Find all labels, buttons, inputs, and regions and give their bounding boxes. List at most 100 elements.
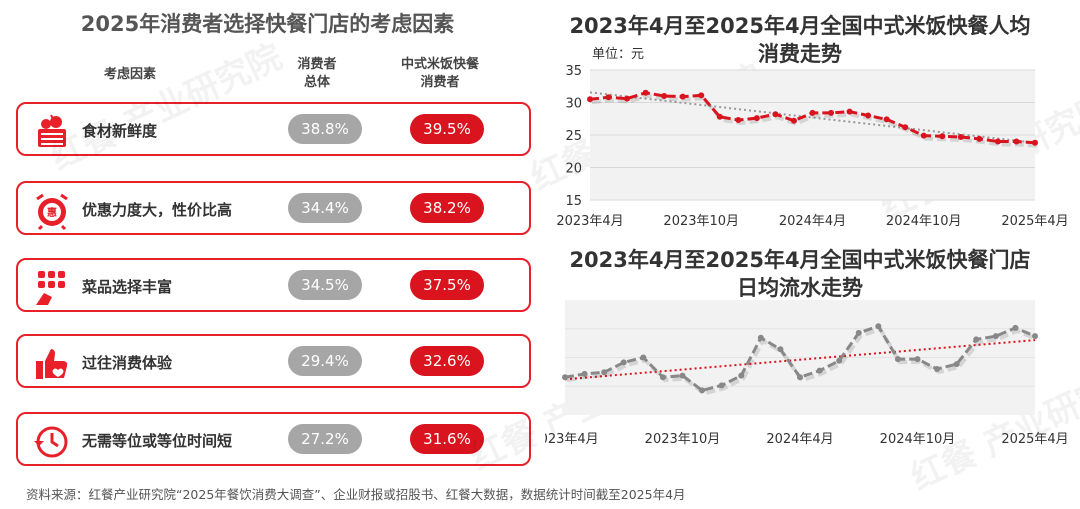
data-point bbox=[772, 111, 779, 118]
data-point bbox=[735, 117, 742, 124]
data-point bbox=[642, 89, 649, 96]
alarm-clock-discount-icon: 惠 bbox=[36, 193, 68, 230]
unit-label: 单位：元 bbox=[592, 47, 644, 62]
factor-label: 菜品选择丰富 bbox=[82, 278, 173, 296]
data-point bbox=[753, 115, 760, 122]
factor-row: 过往消费体验 29.4% 32.6% bbox=[16, 334, 531, 388]
rice-consumers-value: 39.5% bbox=[410, 114, 484, 144]
data-point bbox=[790, 117, 797, 124]
data-point bbox=[777, 346, 784, 353]
data-point bbox=[679, 93, 686, 100]
data-point bbox=[957, 133, 964, 140]
data-point bbox=[939, 133, 946, 140]
data-point bbox=[1032, 139, 1038, 146]
data-point bbox=[716, 113, 723, 120]
x-tick-label: 2023年4月 bbox=[545, 432, 599, 447]
x-tick-label: 2023年4月 bbox=[556, 214, 623, 229]
data-point bbox=[816, 367, 823, 374]
data-point bbox=[883, 116, 890, 123]
data-point bbox=[1013, 138, 1020, 145]
all-consumers-value: 34.4% bbox=[288, 193, 362, 223]
header-rice-consumers: 中式米饭快餐 消费者 bbox=[400, 57, 479, 90]
chart2-svg: 2023年4月 2023年10月 2024年4月 2024年10月 2025年4月 bbox=[545, 300, 1069, 447]
data-point bbox=[836, 357, 843, 364]
y-tick-label: 15 bbox=[565, 194, 582, 209]
x-tick-label: 2023年10月 bbox=[663, 214, 739, 229]
x-tick-label: 2024年10月 bbox=[880, 432, 956, 447]
factor-label: 优惠力度大，性价比高 bbox=[82, 201, 233, 219]
data-point bbox=[1012, 324, 1019, 331]
data-point bbox=[920, 132, 927, 139]
factor-label: 无需等位或等位时间短 bbox=[82, 432, 233, 450]
all-consumers-value: 38.8% bbox=[288, 114, 362, 144]
data-point bbox=[620, 359, 627, 366]
factor-label: 食材新鲜度 bbox=[82, 122, 158, 140]
x-tick-label: 2024年4月 bbox=[779, 214, 846, 229]
series-shadow bbox=[591, 93, 1038, 148]
data-point bbox=[757, 334, 764, 341]
rice-consumers-value: 32.6% bbox=[410, 346, 484, 376]
svg-text:惠: 惠 bbox=[47, 206, 57, 219]
clock-arrow-icon bbox=[34, 426, 68, 458]
chart1-svg: 15 20 25 30 35 单位：元 2023年4月 2023年10月 2024年4月 2024… bbox=[556, 47, 1068, 229]
data-point bbox=[699, 387, 706, 394]
vegetable-basket-icon bbox=[38, 114, 66, 147]
data-point bbox=[587, 96, 593, 103]
thumbs-up-heart-icon bbox=[36, 349, 68, 379]
data-point bbox=[562, 374, 568, 381]
rice-consumers-value: 31.6% bbox=[410, 424, 484, 454]
data-point bbox=[640, 354, 647, 361]
data-point bbox=[902, 124, 909, 131]
x-tick-label: 2025年4月 bbox=[1001, 214, 1068, 229]
trend-line bbox=[564, 339, 1036, 381]
data-point bbox=[1032, 333, 1038, 340]
factor-label: 过往消费体验 bbox=[82, 354, 173, 372]
data-point bbox=[738, 372, 745, 379]
data-point bbox=[865, 112, 872, 119]
data-point bbox=[914, 356, 921, 363]
factor-row: 无需等位或等位时间短 27.2% 31.6% bbox=[16, 412, 531, 466]
data-point bbox=[679, 372, 686, 379]
factor-row: 菜品选择丰富 34.5% 37.5% bbox=[16, 258, 531, 312]
data-point bbox=[875, 323, 882, 330]
chart1-title: 2023年4月至2025年4月全国中式米饭快餐人均消费走势 bbox=[569, 14, 1031, 66]
x-tick-label: 2025年4月 bbox=[1001, 432, 1068, 447]
header-all-consumers: 消费者 总体 bbox=[297, 57, 337, 90]
x-tick-label: 2024年10月 bbox=[886, 214, 962, 229]
y-tick-label: 30 bbox=[565, 97, 582, 112]
all-consumers-value: 27.2% bbox=[288, 424, 362, 454]
rice-consumers-value: 37.5% bbox=[410, 270, 484, 300]
data-point bbox=[718, 382, 725, 389]
data-point bbox=[581, 370, 588, 377]
chart2-title: 2023年4月至2025年4月全国中式米饭快餐门店日均流水走势 bbox=[569, 248, 1031, 300]
data-point bbox=[994, 138, 1001, 145]
data-point bbox=[659, 374, 666, 381]
x-tick-label: 2024年4月 bbox=[766, 432, 833, 447]
data-point bbox=[605, 94, 612, 101]
x-tick-label: 2023年10月 bbox=[645, 432, 721, 447]
all-consumers-value: 34.5% bbox=[288, 270, 362, 300]
data-point bbox=[953, 361, 960, 368]
y-tick-label: 35 bbox=[565, 64, 582, 79]
source-note: 资料来源：红餐产业研究院“2025年餐饮消费大调查”、企业财报或招股书、红餐大数… bbox=[26, 487, 686, 502]
data-point bbox=[846, 108, 853, 115]
data-point bbox=[698, 92, 705, 99]
all-consumers-value: 29.4% bbox=[288, 346, 362, 376]
factor-row: 食材新鲜度 38.8% 39.5% bbox=[16, 102, 531, 156]
data-point bbox=[828, 109, 835, 116]
data-point bbox=[934, 366, 941, 372]
data-point bbox=[992, 333, 999, 340]
y-tick-label: 20 bbox=[565, 162, 582, 177]
data-point bbox=[894, 356, 901, 363]
menu-grid-hand-icon bbox=[36, 271, 65, 305]
data-point bbox=[855, 329, 862, 336]
data-point bbox=[661, 93, 668, 99]
header-factor: 考虑因素 bbox=[103, 67, 156, 82]
data-point bbox=[973, 336, 980, 343]
data-point bbox=[797, 374, 803, 381]
y-tick-label: 25 bbox=[565, 129, 582, 144]
factor-row: 惠 优惠力度大，性价比高 34.4% 38.2% bbox=[16, 181, 531, 235]
left-panel-title: 2025年消费者选择快餐门店的考虑因素 bbox=[80, 12, 455, 36]
rice-consumers-value: 38.2% bbox=[410, 193, 484, 223]
data-point bbox=[976, 135, 983, 142]
